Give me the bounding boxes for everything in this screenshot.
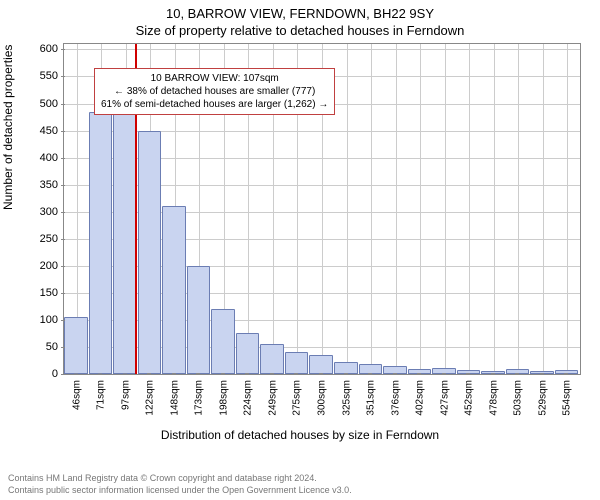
x-axis-label: Distribution of detached houses by size … (0, 428, 600, 442)
chart-title-line1: 10, BARROW VIEW, FERNDOWN, BH22 9SY (0, 0, 600, 21)
x-tick-label: 427sqm (439, 380, 450, 416)
x-tick-label: 275sqm (292, 380, 303, 416)
y-tick-label: 550 (40, 70, 64, 82)
x-tick-label: 224sqm (243, 380, 254, 416)
annotation-line1: 10 BARROW VIEW: 107sqm (101, 72, 328, 85)
annotation-line3: 61% of semi-detached houses are larger (… (101, 98, 328, 111)
grid-line-v (469, 44, 470, 374)
grid-line-v (567, 44, 568, 374)
grid-line-v (494, 44, 495, 374)
chart-container: 10, BARROW VIEW, FERNDOWN, BH22 9SY Size… (0, 0, 600, 500)
histogram-bar (89, 112, 113, 374)
histogram-bar (236, 333, 260, 374)
histogram-bar (260, 344, 284, 374)
y-tick-label: 150 (40, 287, 64, 299)
annotation-line2: ← 38% of detached houses are smaller (77… (101, 85, 328, 98)
histogram-bar (64, 317, 88, 374)
x-tick-label: 97sqm (120, 380, 131, 410)
x-tick-label: 402sqm (415, 380, 426, 416)
y-tick-label: 200 (40, 260, 64, 272)
x-tick-label: 554sqm (562, 380, 573, 416)
y-tick-label: 500 (40, 98, 64, 110)
x-tick-label: 351sqm (366, 380, 377, 416)
histogram-bar (162, 206, 186, 374)
annotation-box: 10 BARROW VIEW: 107sqm← 38% of detached … (94, 68, 335, 115)
footnote: Contains HM Land Registry data © Crown c… (8, 472, 352, 496)
histogram-bar (187, 266, 211, 374)
plot-area: 10 BARROW VIEW: 107sqm← 38% of detached … (64, 44, 580, 374)
histogram-bar (309, 355, 333, 374)
x-tick-label: 122sqm (145, 380, 156, 416)
y-tick-label: 250 (40, 233, 64, 245)
chart-title-line2: Size of property relative to detached ho… (0, 21, 600, 38)
x-tick-label: 148sqm (169, 380, 180, 416)
y-tick-label: 600 (40, 43, 64, 55)
y-tick-label: 400 (40, 152, 64, 164)
y-axis-label: Number of detached properties (1, 45, 15, 210)
y-tick-label: 0 (52, 368, 64, 380)
y-tick-label: 100 (40, 314, 64, 326)
y-tick-label: 350 (40, 179, 64, 191)
x-tick-label: 71sqm (96, 380, 107, 410)
footnote-line1: Contains HM Land Registry data © Crown c… (8, 472, 352, 484)
x-tick-label: 452sqm (464, 380, 475, 416)
x-tick-label: 300sqm (317, 380, 328, 416)
histogram-bar (138, 131, 162, 374)
histogram-bar (285, 352, 309, 374)
x-tick-label: 503sqm (513, 380, 524, 416)
grid-line-v (518, 44, 519, 374)
histogram-bar (113, 109, 137, 374)
footnote-line2: Contains public sector information licen… (8, 484, 352, 496)
grid-line-v (543, 44, 544, 374)
x-tick-label: 249sqm (267, 380, 278, 416)
grid-line-v (445, 44, 446, 374)
x-tick-label: 325sqm (341, 380, 352, 416)
x-tick-label: 198sqm (218, 380, 229, 416)
grid-line-v (371, 44, 372, 374)
x-tick-label: 376sqm (390, 380, 401, 416)
y-tick-label: 450 (40, 125, 64, 137)
y-tick-label: 50 (46, 341, 64, 353)
x-tick-label: 173sqm (194, 380, 205, 416)
grid-line-v (347, 44, 348, 374)
x-tick-label: 46sqm (71, 380, 82, 410)
grid-line-v (396, 44, 397, 374)
x-tick-label: 529sqm (537, 380, 548, 416)
x-tick-label: 478sqm (488, 380, 499, 416)
y-tick-label: 300 (40, 206, 64, 218)
histogram-bar (211, 309, 235, 374)
grid-line-v (420, 44, 421, 374)
